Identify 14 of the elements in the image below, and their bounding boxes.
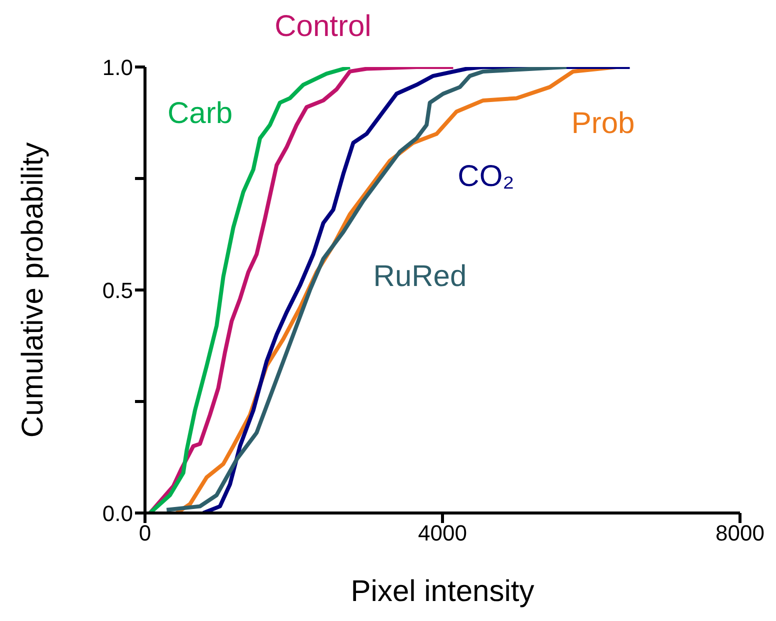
x-tick-label: 4000 [418, 520, 467, 546]
line-series [148, 67, 352, 513]
series-label: Control [274, 10, 372, 43]
y-tick-label: 0.0 [102, 500, 133, 526]
text: CO₂ [458, 160, 514, 193]
series-label: Prob [571, 107, 635, 140]
series-label: Carb [167, 97, 233, 130]
x-tick-label: 8000 [716, 520, 764, 546]
y-tick-label: 1.0 [102, 54, 133, 80]
y-axis-title: Cumulative probability [16, 142, 50, 438]
x-axis-title: Pixel intensity [350, 575, 534, 608]
y-tick-label: 0.5 [102, 278, 133, 303]
series-label: RuRed [373, 260, 467, 293]
x-tick-label: 0 [138, 520, 152, 546]
